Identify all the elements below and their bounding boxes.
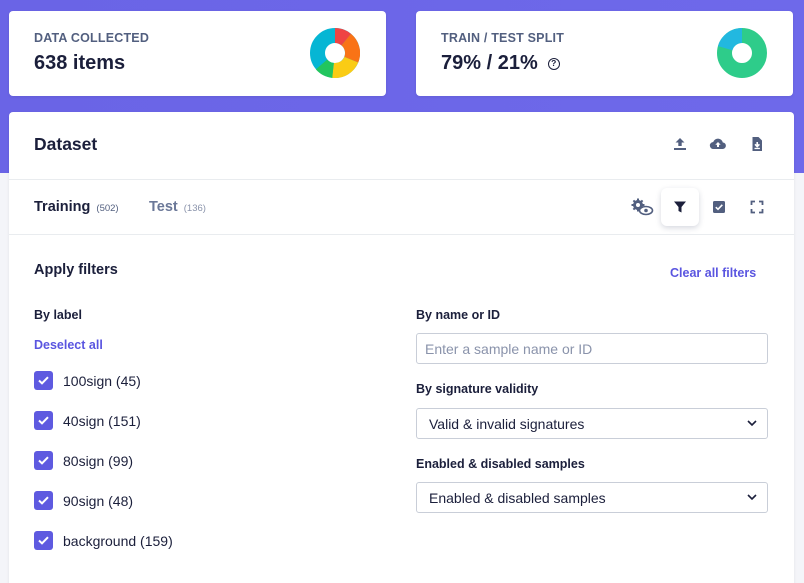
check-icon [38, 496, 49, 505]
label-distribution-donut [310, 28, 360, 78]
settings-eye-icon [631, 198, 654, 216]
checkbox-label: 40sign (151) [63, 412, 141, 429]
checkbox[interactable] [34, 531, 53, 550]
enabled-samples-select[interactable]: Enabled & disabled samples [416, 482, 768, 513]
dataset-header: Dataset [9, 112, 794, 180]
tab-training-count: (502) [96, 203, 119, 214]
by-signature-heading: By signature validity [416, 382, 539, 396]
filter-icon [674, 201, 686, 213]
filters-panel: Apply filters Clear all filters By label… [9, 236, 794, 583]
data-collected-value: 638 items [34, 52, 125, 75]
checkbox[interactable] [34, 371, 53, 390]
checkbox[interactable] [34, 411, 53, 430]
checkbox[interactable] [34, 491, 53, 510]
tab-test[interactable]: Test (136) [149, 199, 206, 215]
checkbox-label: 100sign (45) [63, 372, 141, 389]
check-icon [38, 416, 49, 425]
by-label-heading: By label [34, 308, 82, 322]
data-collected-count: 638 items [34, 52, 126, 74]
signature-validity-value: Valid & invalid signatures [429, 415, 585, 432]
label-checkbox-80sign[interactable]: 80sign (99) [34, 451, 133, 470]
checkbox[interactable] [34, 451, 53, 470]
train-test-donut [717, 28, 767, 78]
train-test-split-value: 79% / 21% ? [441, 52, 560, 75]
sample-name-input[interactable] [416, 333, 768, 364]
check-icon [38, 536, 49, 545]
filters-title: Apply filters [34, 262, 118, 278]
select-checkbox-icon [713, 201, 725, 213]
enabled-samples-heading: Enabled & disabled samples [416, 457, 585, 471]
select-button[interactable] [700, 188, 738, 226]
chevron-down-icon [747, 494, 757, 501]
check-icon [38, 456, 49, 465]
help-icon[interactable]: ? [547, 57, 560, 70]
dataset-title: Dataset [34, 134, 98, 154]
clear-all-filters-link[interactable]: Clear all filters [670, 266, 757, 280]
dataset-tabs: Training (502) Test (136) [9, 180, 794, 235]
fullscreen-button[interactable] [738, 188, 776, 226]
fullscreen-icon [750, 200, 764, 214]
checkbox-label: 80sign (99) [63, 452, 134, 469]
tab-training[interactable]: Training (502) [34, 199, 119, 215]
upload-icon[interactable] [671, 135, 689, 153]
enabled-samples-value: Enabled & disabled samples [429, 489, 606, 506]
label-checkbox-90sign[interactable]: 90sign (48) [34, 491, 133, 510]
by-name-heading: By name or ID [416, 308, 501, 322]
tab-test-count: (136) [183, 203, 206, 214]
label-checkbox-40sign[interactable]: 40sign (151) [34, 411, 141, 430]
tab-test-label: Test [149, 199, 178, 215]
signature-validity-select[interactable]: Valid & invalid signatures [416, 408, 768, 439]
train-test-split-label: TRAIN / TEST SPLIT [441, 31, 565, 45]
filter-button[interactable] [661, 188, 699, 226]
data-collected-card: DATA COLLECTED 638 items [9, 11, 386, 96]
chevron-down-icon [747, 420, 757, 427]
check-icon [38, 376, 49, 385]
deselect-all-link[interactable]: Deselect all [34, 338, 103, 352]
label-checkbox-background[interactable]: background (159) [34, 531, 173, 550]
dataset-panel: Dataset Training (502) Test (136) [9, 112, 794, 583]
view-settings-button[interactable] [623, 188, 661, 226]
checkbox-label: 90sign (48) [63, 492, 134, 509]
cloud-upload-icon[interactable] [709, 135, 727, 153]
data-collected-label: DATA COLLECTED [34, 31, 150, 45]
checkbox-label: background (159) [63, 532, 173, 549]
train-test-split-percent: 79% / 21% [441, 52, 538, 74]
download-file-icon[interactable] [748, 135, 766, 153]
train-test-split-card: TRAIN / TEST SPLIT 79% / 21% ? [416, 11, 793, 96]
label-checkbox-100sign[interactable]: 100sign (45) [34, 371, 141, 390]
tab-training-label: Training [34, 199, 91, 215]
